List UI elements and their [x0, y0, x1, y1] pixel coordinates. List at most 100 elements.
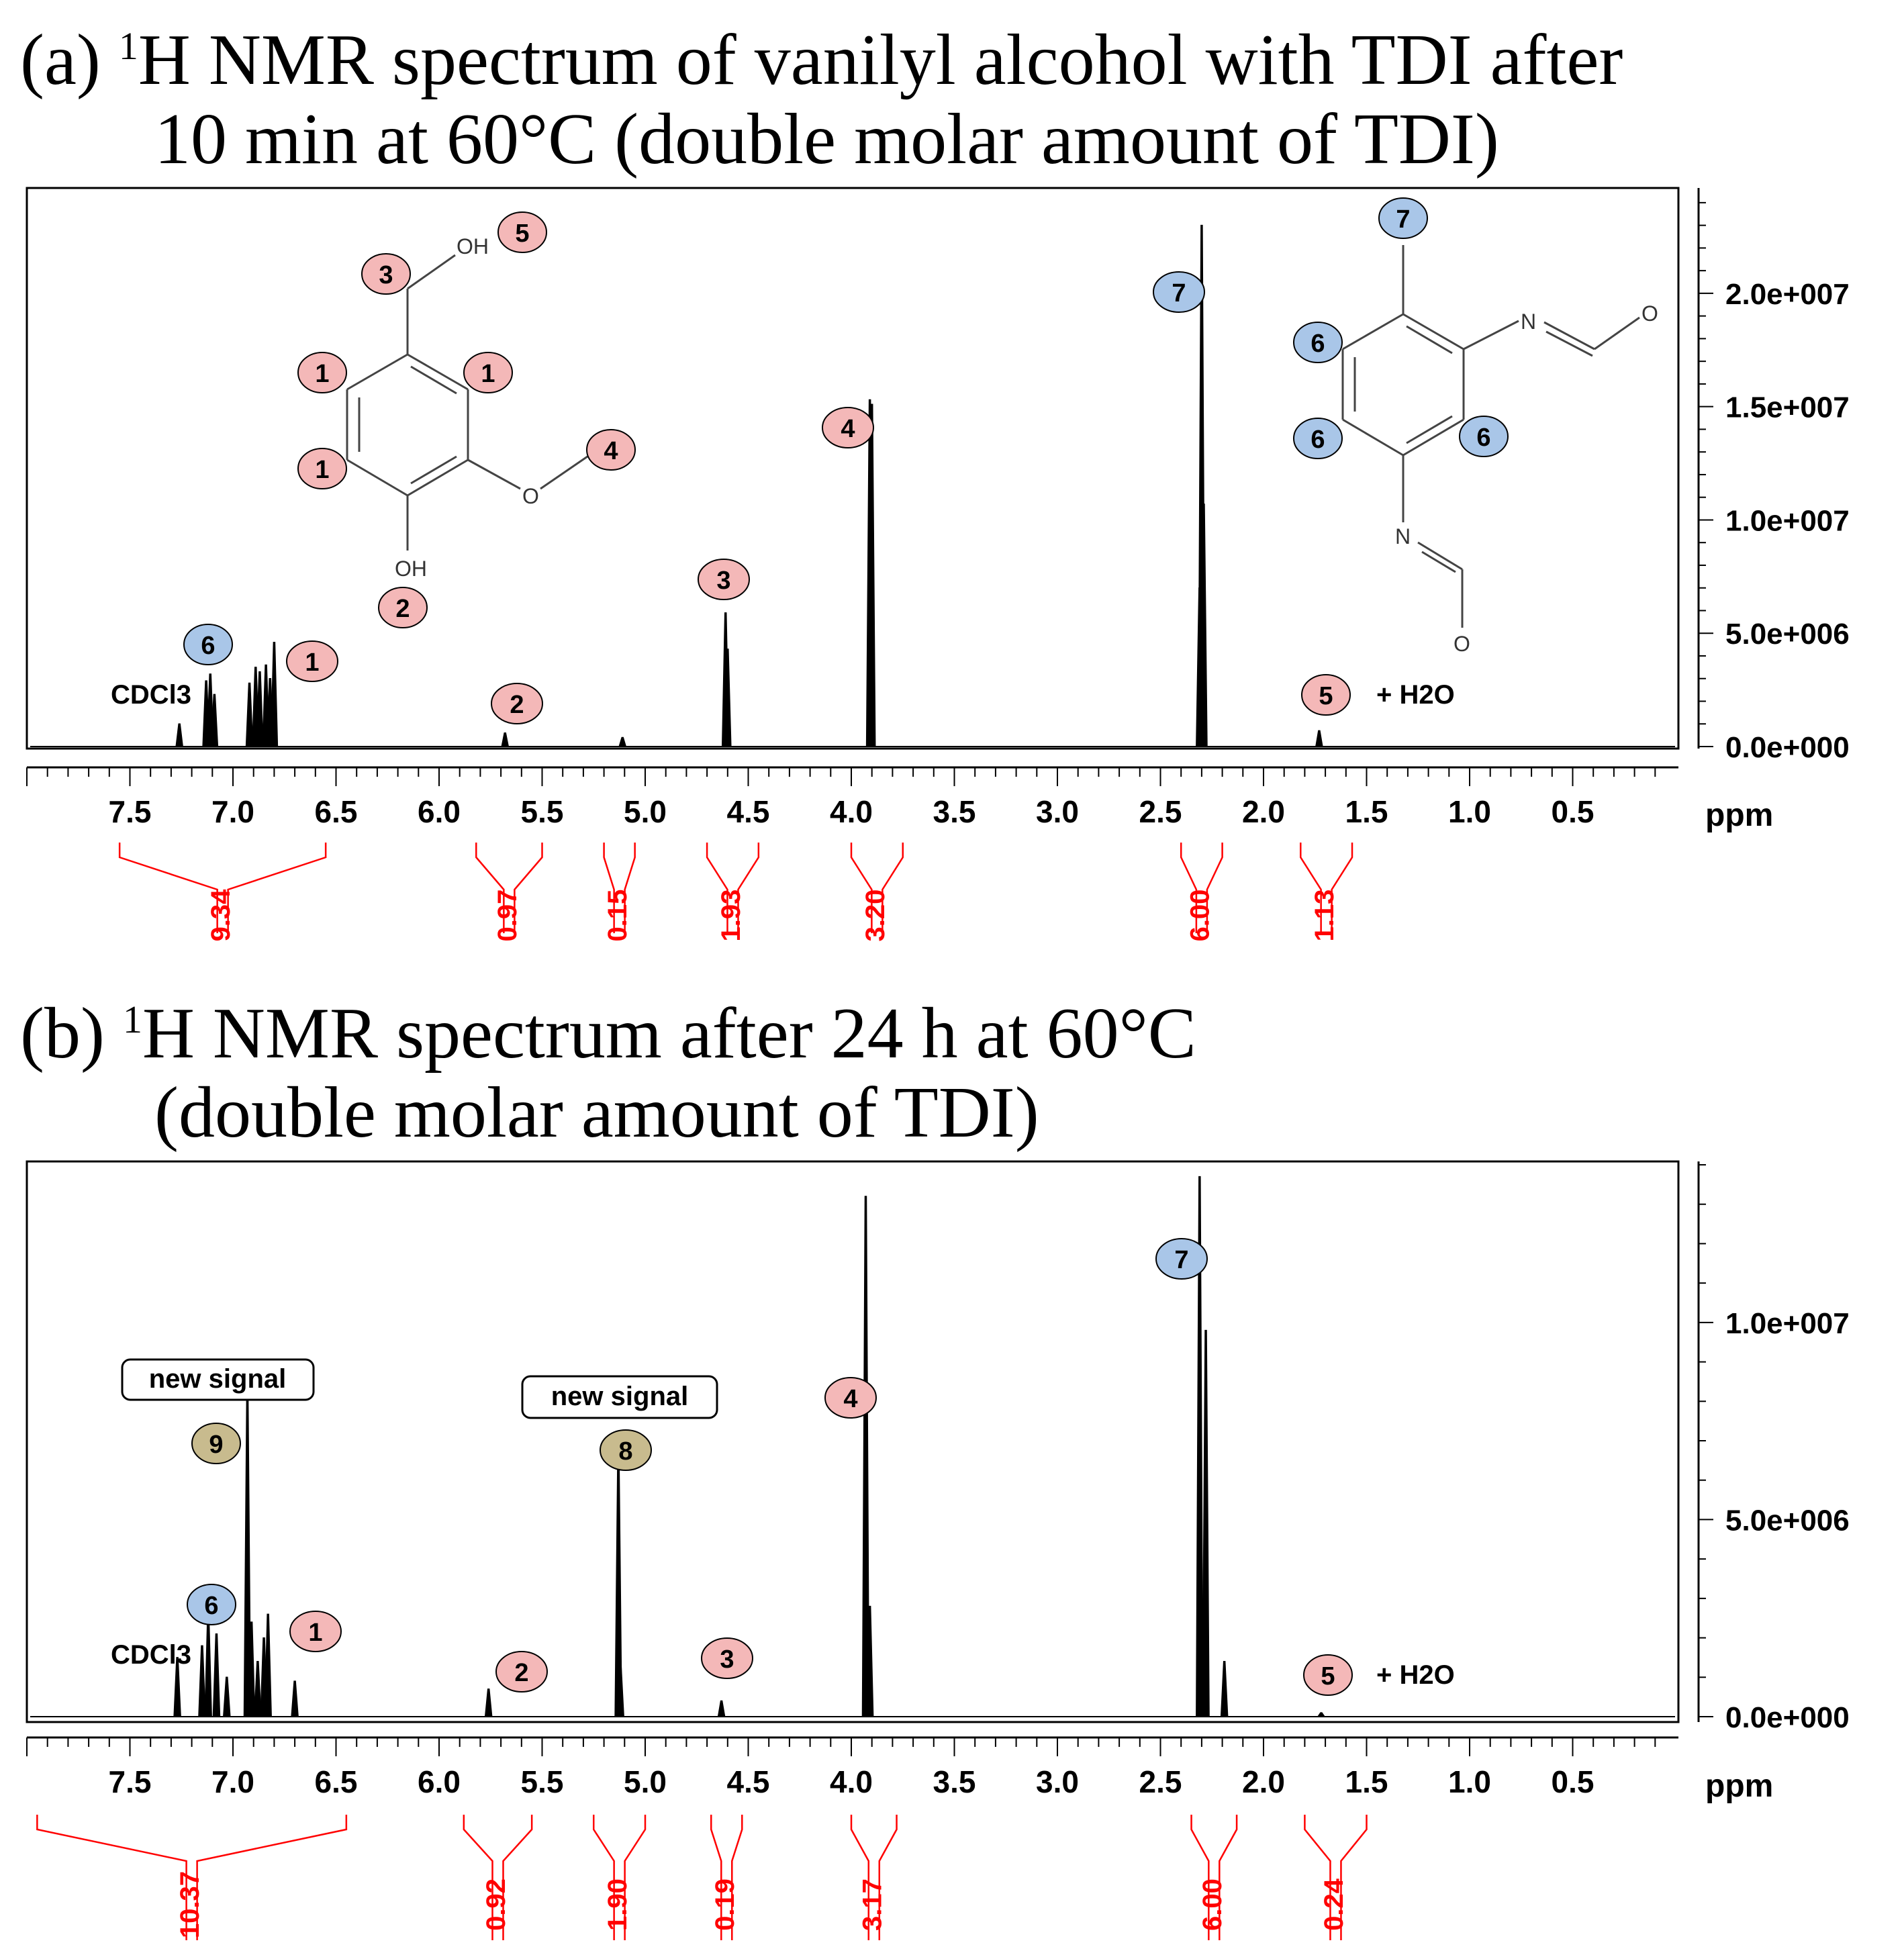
integral-bracket — [850, 843, 904, 933]
integral-label: 3.20 — [861, 890, 890, 942]
x-tick-label: 2.5 — [1139, 1764, 1182, 1799]
x-tick-label: 1.5 — [1345, 794, 1388, 829]
spectrum-peak — [198, 1645, 206, 1717]
panel-b-x-ticks: 7.5 7.0 6.5 6.0 5.5 5.0 4.5 4.0 3.5 3.0 2.5 2.0 1.5 1… — [26, 1737, 1656, 1799]
marker-a-6-text: 6 — [201, 632, 215, 660]
new-signal-box-1: new signal — [121, 1358, 315, 1401]
struct-label-2: 2 — [378, 587, 428, 628]
x-tick-label: 5.0 — [624, 794, 667, 829]
x-tick-label: 1.0 — [1448, 1764, 1491, 1799]
marker-b-4-text: 4 — [843, 1385, 857, 1413]
panel-a-x-ticks: 7.5 7.0 6.5 6.0 5.5 5.0 4.5 4.0 3.5 3.0 2.5 2.0 1.5 1… — [26, 767, 1656, 829]
x-tick-label: 3.5 — [933, 794, 976, 829]
x-tick-label: 6.5 — [315, 1764, 358, 1799]
integral-label: 1.13 — [1310, 890, 1339, 942]
spectrum-peak — [245, 682, 254, 747]
panel-b-y-ticks: 0.0e+000 5.0e+006 1.0e+007 — [1699, 1164, 1850, 1734]
h2o-label-b: + H2O — [1376, 1660, 1455, 1690]
new-signal-2-text: new signal — [551, 1382, 689, 1411]
x-tick-label: 0.5 — [1552, 1764, 1594, 1799]
panel-b-title-sup: 1 — [122, 998, 142, 1041]
vanillyl-oh-top: OH — [457, 234, 489, 258]
integral-label: 1.93 — [716, 890, 746, 942]
y-tick-label: 0.0e+000 — [1725, 1701, 1850, 1734]
integral-bracket — [1180, 843, 1223, 933]
x-tick-label: 5.0 — [624, 1764, 667, 1799]
spectrum-peak — [175, 723, 184, 747]
marker-a-1: 1 — [286, 640, 338, 682]
spectrum-peak — [618, 736, 627, 747]
panel-a-xlabel: ppm — [1705, 798, 1773, 833]
y-tick-label: 1.0e+007 — [1725, 1307, 1850, 1340]
marker-b-9-text: 9 — [209, 1431, 223, 1459]
marker-b-3: 3 — [701, 1637, 753, 1679]
panel-b-integrals: 10.37 0.92 1.90 0.19 3.17 6.00 0.24 — [36, 1815, 1368, 1940]
integral-bracket — [1190, 1815, 1238, 1940]
integral-label: 0.15 — [603, 890, 632, 942]
marker-b-5-text: 5 — [1321, 1662, 1335, 1690]
spectrum-peak — [1317, 1712, 1326, 1717]
marker-a-6: 6 — [183, 624, 233, 665]
tdi-structure — [1341, 245, 1640, 628]
x-tick-label: 7.5 — [109, 1764, 152, 1799]
new-signal-box-2: new signal — [521, 1375, 718, 1419]
tdi-label-6b-text: 6 — [1311, 426, 1325, 454]
integral-bracket — [603, 843, 636, 933]
marker-a-1-text: 1 — [305, 649, 319, 677]
struct-label-3: 3 — [361, 253, 411, 295]
struct-label-1c-text: 1 — [315, 456, 329, 484]
tdi-label-6c: 6 — [1459, 416, 1509, 457]
x-tick-label: 4.5 — [727, 1764, 770, 1799]
marker-a-4-text: 4 — [841, 415, 855, 443]
vanillyl-oh-bottom: OH — [395, 557, 427, 581]
x-tick-label: 4.0 — [830, 794, 873, 829]
x-tick-label: 7.0 — [211, 794, 254, 829]
x-tick-label: 3.0 — [1036, 1764, 1079, 1799]
integral-bracket — [710, 1815, 743, 1940]
integral-bracket — [118, 843, 327, 933]
x-tick-label: 4.5 — [727, 794, 770, 829]
panel-a-spectrum — [30, 224, 1675, 747]
x-tick-label: 7.0 — [211, 1764, 254, 1799]
marker-b-8: 8 — [600, 1429, 652, 1471]
panel-a-y-ticks: 0.0e+000 5.0e+006 1.0e+007 1.5e+007 2.0e+007 — [1699, 201, 1850, 764]
integral-label: 0.19 — [710, 1878, 740, 1931]
marker-b-1-text: 1 — [308, 1619, 322, 1647]
panel-a-frame — [26, 187, 1680, 750]
x-tick-label: 2.0 — [1242, 794, 1285, 829]
marker-b-7: 7 — [1155, 1238, 1208, 1280]
x-tick-label: 2.0 — [1242, 1764, 1285, 1799]
spectrum-peak — [270, 641, 279, 747]
x-tick-label: 1.5 — [1345, 1764, 1388, 1799]
x-tick-label: 5.5 — [521, 794, 564, 829]
marker-b-4: 4 — [824, 1377, 877, 1419]
y-tick-label: 2.0e+007 — [1725, 278, 1850, 311]
marker-b-8-text: 8 — [618, 1437, 632, 1466]
spectrum-peak — [264, 1613, 272, 1717]
integral-label: 0.24 — [1319, 1878, 1349, 1931]
spectrum-peak — [1315, 730, 1323, 747]
panel-b-title-line1: H NMR spectrum after 24 h at 60°C — [142, 994, 1196, 1074]
tdi-label-6a: 6 — [1293, 322, 1343, 363]
tdi-o-bottom: O — [1454, 632, 1470, 656]
tdi-label-7-text: 7 — [1396, 205, 1410, 234]
y-tick-label: 5.0e+006 — [1725, 1504, 1850, 1537]
panel-a-title-line2: 10 min at 60°C (double molar amount of T… — [154, 99, 1499, 179]
panel-b-title: (b) 1H NMR spectrum after 24 h at 60°C (d… — [20, 980, 1196, 1153]
cdcl3-label-b: CDCl3 — [111, 1640, 191, 1670]
y-tick-label: 5.0e+006 — [1725, 618, 1850, 651]
panel-a-integrals: 9.34 0.97 0.15 1.93 3.20 6.00 1.13 — [118, 843, 1353, 942]
panel-a-title-prefix: (a) — [20, 20, 119, 100]
spectrum-peak — [1202, 1329, 1210, 1717]
marker-b-6-text: 6 — [204, 1592, 218, 1620]
spectrum-peak — [222, 1676, 231, 1717]
tdi-label-6b: 6 — [1293, 418, 1343, 459]
x-tick-label: 6.0 — [418, 794, 461, 829]
integral-label: 3.17 — [857, 1878, 887, 1931]
marker-a-5: 5 — [1301, 674, 1351, 716]
spectrum-peak — [616, 1664, 624, 1717]
spectrum-peak — [210, 694, 219, 747]
vanillyl-alcohol-structure — [346, 254, 588, 551]
struct-label-1c: 1 — [297, 448, 347, 489]
x-tick-label: 6.0 — [418, 1764, 461, 1799]
